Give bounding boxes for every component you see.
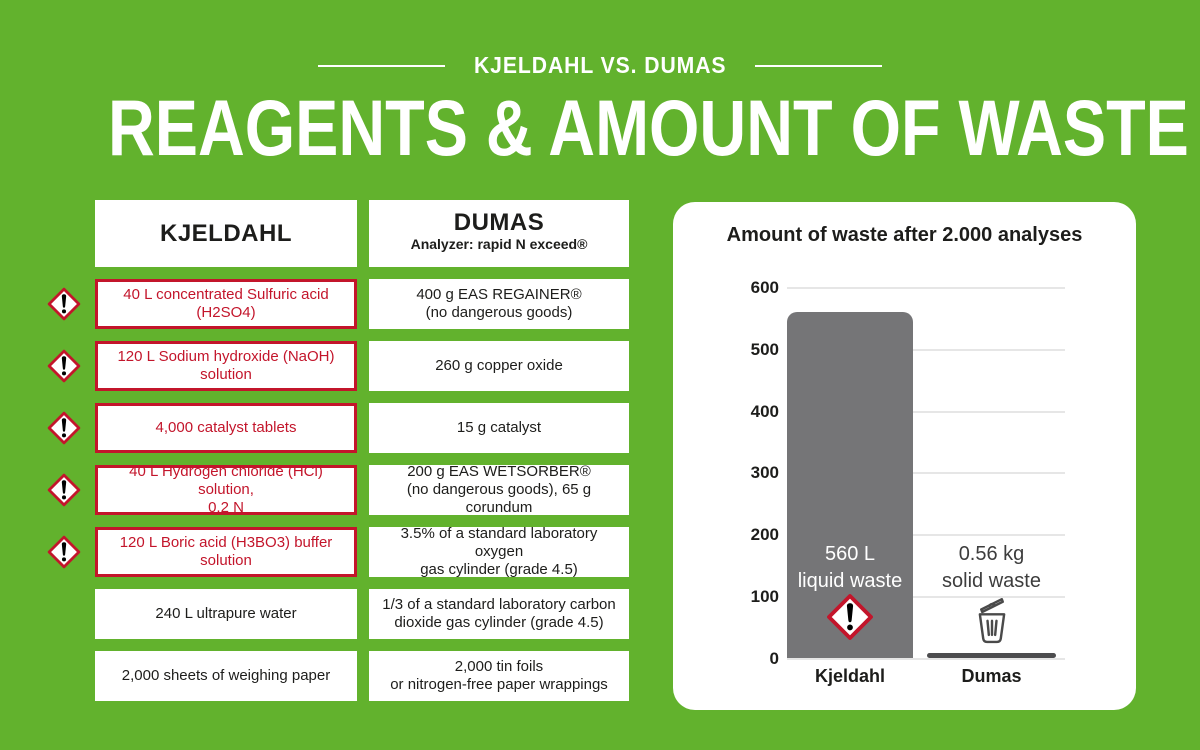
waste-chart-panel: Amount of waste after 2.000 analyses 600…: [673, 202, 1136, 710]
gridline-200: [787, 534, 1065, 536]
table-cell-kjeldahl: 40 L concentrated Sulfuric acid (H2SO4): [95, 279, 357, 329]
gridline-600: [787, 287, 1065, 289]
table-cell-kjeldahl: 120 L Boric acid (H3BO3) buffer solution: [95, 527, 357, 577]
y-tick: 600: [750, 278, 779, 297]
column-header-dumas: DUMAS Analyzer: rapid N exceed®: [369, 200, 629, 267]
eyebrow-line-right: [755, 64, 883, 67]
table-cell-kjeldahl: 4,000 catalyst tablets: [95, 403, 357, 453]
x-label-kjeldahl: Kjeldahl: [814, 666, 885, 686]
table-cell-dumas: 1/3 of a standard laboratory carbon diox…: [369, 589, 629, 639]
table-cell-dumas: 260 g copper oxide: [369, 341, 629, 391]
eyebrow: KJELDAHL VS. DUMAS: [0, 52, 1200, 79]
chart-title: Amount of waste after 2.000 analyses: [726, 224, 1083, 246]
bar-value-kjeldahl: 560 L liquid waste: [797, 543, 903, 592]
dumas-header-label: DUMAS: [453, 209, 545, 236]
column-header-kjeldahl: KJELDAHL: [95, 200, 357, 267]
ghs-exclamation-icon: [45, 341, 83, 391]
table-cell-kjeldahl: 240 L ultrapure water: [95, 589, 357, 639]
icon-spacer: [45, 651, 83, 701]
bar-dumas: [927, 653, 1056, 658]
dumas-header-subtitle: Analyzer: rapid N exceed®: [410, 236, 588, 252]
table-cell-dumas: 3.5% of a standard laboratory oxygen gas…: [369, 525, 629, 578]
table-cell-dumas: 400 g EAS REGAINER® (no dangerous goods): [369, 279, 629, 329]
comparison-table: KJELDAHL DUMAS Analyzer: rapid N exceed®…: [45, 200, 629, 701]
y-tick: 200: [750, 525, 779, 544]
ghs-exclamation-icon: [45, 403, 83, 453]
bar-value-dumas: 0.56 kg solid waste: [942, 543, 1041, 592]
ghs-exclamation-icon: [45, 465, 83, 515]
gridline-500: [787, 349, 1065, 351]
y-tick: 100: [750, 587, 779, 606]
x-label-dumas: Dumas: [961, 666, 1022, 686]
eyebrow-line-left: [317, 64, 445, 67]
y-tick: 0: [769, 649, 779, 668]
table-cell-kjeldahl: 2,000 sheets of weighing paper: [95, 651, 357, 701]
table-cell-dumas: 200 g EAS WETSORBER® (no dangerous goods…: [369, 463, 629, 516]
kjeldahl-header-label: KJELDAHL: [159, 219, 292, 247]
page-title: REAGENTS & AMOUNT OF WASTE: [108, 83, 1189, 172]
table-cell-kjeldahl: 40 L Hydrogen chloride (HCl) solution, 0…: [95, 463, 357, 516]
gridline-300: [787, 472, 1065, 474]
gridline-100: [787, 596, 1065, 598]
ghs-exclamation-icon: [45, 527, 83, 577]
table-cell-kjeldahl: 120 L Sodium hydroxide (NaOH) solution: [95, 341, 357, 391]
table-header-spacer: [45, 200, 83, 267]
y-tick: 400: [750, 402, 779, 421]
y-tick: 500: [750, 340, 779, 359]
gridline-400: [787, 411, 1065, 413]
eyebrow-text: KJELDAHL VS. DUMAS: [473, 52, 727, 78]
table-cell-dumas: 15 g catalyst: [369, 403, 629, 453]
ghs-exclamation-icon: [787, 593, 913, 641]
ghs-exclamation-icon: [45, 279, 83, 329]
icon-spacer: [45, 589, 83, 639]
trash-bin-icon: [927, 591, 1056, 647]
y-tick: 300: [750, 463, 779, 482]
gridline-0: [787, 658, 1065, 660]
table-cell-dumas: 2,000 tin foils or nitrogen-free paper w…: [369, 651, 629, 701]
